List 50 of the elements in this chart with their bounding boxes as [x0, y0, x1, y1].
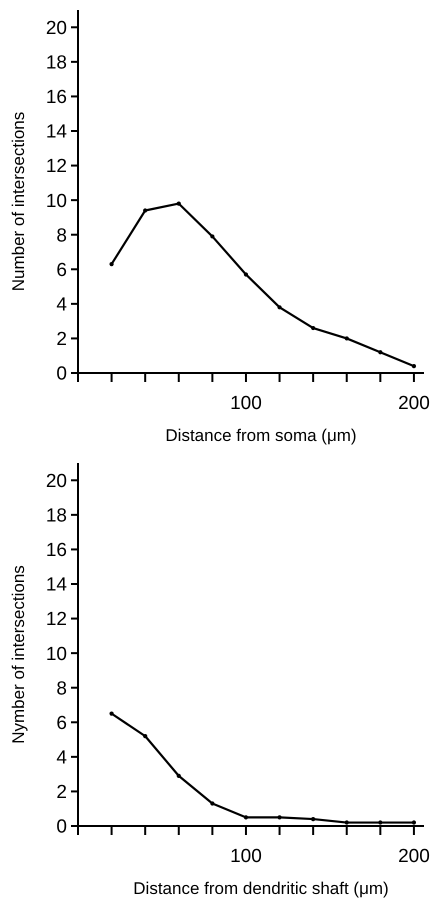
x-tick-label: 100: [230, 393, 262, 414]
y-tick-label: 2: [56, 329, 67, 350]
y-tick-label: 6: [56, 712, 67, 734]
y-tick-label: 18: [46, 506, 67, 527]
y-axis-title: Number of intersections: [9, 112, 28, 292]
point: [109, 262, 114, 266]
y-tick-label: 16: [46, 87, 67, 108]
y-tick-label: 14: [46, 122, 68, 143]
y-tick-label: 8: [56, 678, 67, 700]
point: [344, 336, 349, 341]
point: [176, 774, 181, 778]
y-tick-label: 12: [46, 609, 67, 630]
x-axis-title: Distance from dendritic shaft (μm): [133, 879, 389, 898]
x-tick-label: 200: [398, 393, 430, 414]
y-tick-label: 20: [46, 470, 67, 492]
x-axis-title: Distance from soma (μm): [165, 426, 357, 445]
point: [210, 801, 214, 806]
y-tick-label: 14: [46, 574, 68, 596]
point: [143, 208, 148, 213]
point: [344, 820, 349, 825]
y-tick-label: 2: [56, 782, 67, 804]
point: [244, 272, 248, 277]
point: [378, 350, 382, 354]
y-tick-label: 6: [56, 260, 67, 281]
y-axis-title: Nymber of intersections: [9, 565, 28, 744]
y-tick-label: 16: [46, 540, 67, 562]
y-tick-label: 10: [46, 644, 67, 665]
point: [277, 305, 282, 310]
point: [210, 234, 214, 239]
point: [277, 815, 282, 820]
point: [311, 326, 316, 330]
point: [244, 815, 248, 820]
x-tick-label: 200: [398, 846, 430, 867]
point: [311, 816, 316, 822]
y-tick-label: 0: [56, 364, 67, 385]
y-tick-label: 20: [46, 18, 67, 39]
point: [109, 712, 114, 716]
y-tick-label: 8: [56, 225, 67, 246]
y-tick-label: 12: [46, 156, 67, 178]
point: [412, 820, 416, 825]
point: [378, 820, 382, 825]
y-tick-label: 18: [46, 52, 67, 74]
point: [143, 734, 148, 738]
point: [176, 201, 181, 206]
point: [412, 364, 416, 368]
y-tick-label: 4: [56, 748, 68, 769]
y-tick-label: 10: [46, 190, 67, 212]
x-tick-label: 100: [230, 846, 262, 867]
y-tick-label: 4: [56, 294, 68, 316]
y-tick-label: 0: [56, 816, 67, 838]
